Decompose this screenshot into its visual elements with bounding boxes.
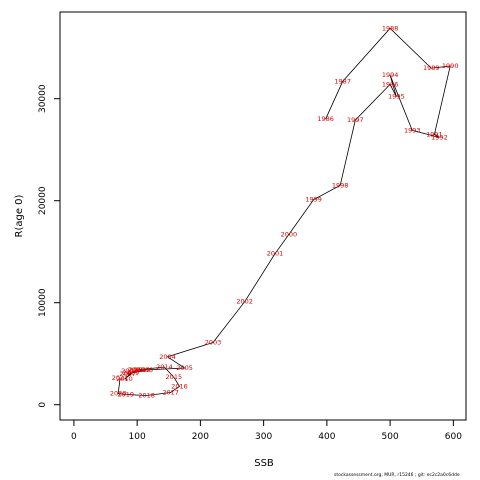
year-label-1989: 1989	[423, 64, 440, 72]
year-label-2003: 2003	[205, 338, 222, 346]
year-label-1996: 1996	[382, 80, 399, 88]
year-label-1994: 1994	[382, 71, 399, 79]
year-label-2001: 2001	[267, 250, 284, 258]
y-tick-label-1: 10000	[38, 288, 48, 317]
year-label-1999: 1999	[305, 196, 322, 204]
x-tick-label-6: 600	[445, 432, 462, 442]
year-label-2000: 2000	[281, 230, 298, 238]
year-label-2018: 2018	[138, 392, 155, 400]
year-label-2016: 2016	[171, 382, 188, 390]
year-label-1997: 1997	[347, 116, 364, 124]
plot-frame	[59, 11, 467, 421]
year-label-2007: 2007	[119, 370, 136, 378]
year-label-1987: 1987	[334, 77, 351, 85]
year-label-2012: 2012	[134, 366, 151, 374]
year-label-1998: 1998	[332, 181, 349, 189]
year-label-2011: 2011	[128, 366, 145, 374]
year-label-2009: 2009	[123, 369, 140, 377]
year-label-1991: 1991	[426, 130, 443, 138]
year-label-1990: 1990	[442, 62, 459, 70]
x-tick-label-0: 0	[71, 432, 77, 442]
year-label-1992: 1992	[431, 133, 448, 141]
year-label-2019: 2019	[117, 391, 134, 399]
year-label-2002: 2002	[236, 298, 253, 306]
x-axis-title: SSB	[254, 458, 274, 469]
x-tick-label-1: 100	[129, 432, 146, 442]
year-label-2004: 2004	[159, 353, 176, 361]
year-label-2014: 2014	[156, 363, 173, 371]
footer-note: stockassessment.org, MUR, r15246 ; git: …	[334, 473, 460, 478]
year-label-2010: 2010	[116, 375, 133, 383]
y-tick-label-2: 20000	[38, 186, 48, 215]
year-label-2020: 2020	[110, 389, 127, 397]
x-tick-label-3: 300	[255, 432, 272, 442]
y-tick-label-0: 0	[38, 402, 48, 408]
year-label-1993: 1993	[404, 126, 421, 134]
year-label-2017: 2017	[162, 388, 179, 396]
axes: 0 100 200 300 400 500 600 0 10000 20000 30000	[38, 84, 462, 442]
year-label-2008: 2008	[121, 367, 138, 375]
year-label-2005: 2005	[176, 364, 193, 372]
trajectory-line	[117, 27, 451, 396]
x-tick-label-5: 500	[382, 432, 399, 442]
y-axis-title: R(age 0)	[14, 194, 25, 237]
year-label-1986: 1986	[317, 115, 334, 123]
year-label-2015: 2015	[166, 373, 183, 381]
year-label-2006: 2006	[136, 366, 153, 374]
year-label-2021: 2021	[112, 374, 129, 382]
x-tick-label-2: 200	[192, 432, 209, 442]
year-label-1995: 1995	[388, 93, 405, 101]
x-tick-label-4: 400	[318, 432, 335, 442]
year-label-2013: 2013	[129, 366, 146, 374]
year-label-1988: 1988	[382, 24, 399, 32]
y-tick-label-3: 30000	[38, 84, 48, 113]
